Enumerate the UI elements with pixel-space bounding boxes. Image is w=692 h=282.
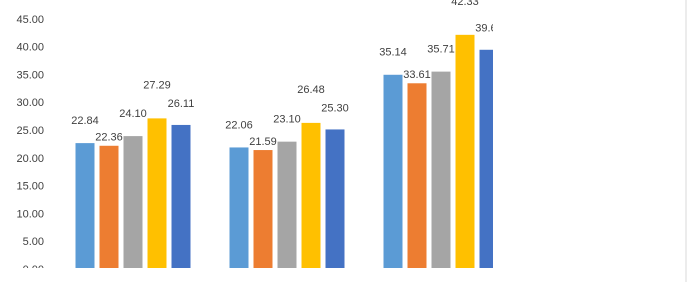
data-label: 39.64 [475,23,503,35]
bar [455,34,475,268]
y-tick-label: 20.00 [16,153,44,165]
bar [253,150,273,268]
data-label: 35.71 [427,44,455,56]
bar [301,122,321,268]
y-tick-label: 35.00 [16,69,44,81]
bar [171,124,191,268]
data-label: 22.06 [225,119,253,131]
y-tick-label: 15.00 [16,181,44,193]
data-label: 22.36 [95,132,123,144]
data-label: 26.11 [168,98,195,110]
data-label: 27.29 [143,79,171,91]
bar [277,141,297,268]
bar [123,136,143,268]
bar [479,49,493,268]
data-label: 42.33 [451,0,479,8]
y-tick-label: 40.00 [16,42,44,54]
y-tick-label: 25.00 [16,125,44,137]
bar [229,147,249,268]
data-label: 24.10 [119,108,147,120]
bar [383,74,403,268]
y-tick-label: 10.00 [16,208,44,220]
bar [99,145,119,268]
y-tick-label: 30.00 [16,97,44,109]
data-label: 21.59 [249,136,277,148]
y-tick-label: 5.00 [23,236,44,248]
data-label: 26.48 [297,84,325,96]
y-tick-label: 45.00 [16,14,44,26]
plot: 0.00 5.00 10.00 15.00 20.00 25.00 30.00 35.00 40… [16,0,503,276]
bar [407,83,427,268]
data-label: 33.61 [403,69,431,81]
bar [147,118,167,268]
data-label: 23.10 [273,114,301,126]
y-tick-label: 0.00 [23,264,44,276]
data-label: 35.14 [379,47,407,59]
data-label: 25.30 [321,102,349,114]
bar [325,129,345,268]
bar [75,143,95,268]
bar [431,71,451,268]
data-label: 22.84 [71,115,99,127]
